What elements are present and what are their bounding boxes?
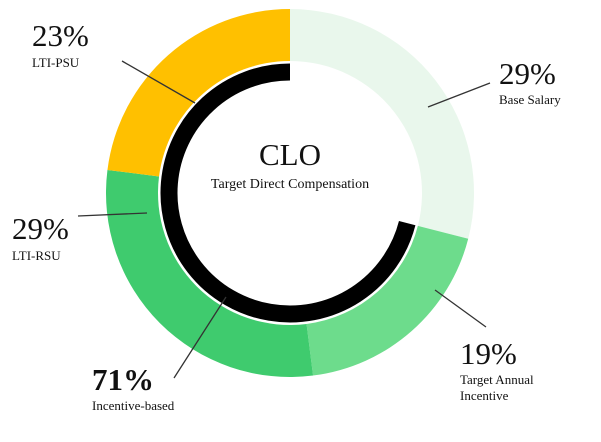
leader-lines xyxy=(77,60,491,379)
target-annual-incentive-leader xyxy=(434,289,487,328)
base-salary-value-label: 29% xyxy=(499,56,556,91)
lti-psu-category-label: LTI-PSU xyxy=(32,55,80,70)
donut-slice-base-salary xyxy=(290,9,474,239)
donut-segments xyxy=(105,9,474,377)
chart-title: CLO xyxy=(259,137,321,172)
incentive-based-value-label: 71% xyxy=(92,362,154,397)
lti-rsu-value-label: 29% xyxy=(12,211,69,246)
chart-subtitle: Target Direct Compensation xyxy=(210,177,370,192)
target-annual-incentive-category-label: Target Annual Incentive xyxy=(460,372,534,403)
target-annual-incentive-value-label: 19% xyxy=(460,336,517,371)
incentive-arc xyxy=(160,63,416,323)
base-salary-category-label: Base Salary xyxy=(499,92,561,107)
donut-slice-target-annual-incentive xyxy=(306,225,469,376)
incentive-based-leader xyxy=(173,296,227,379)
lti-rsu-leader xyxy=(77,212,148,217)
lti-psu-value-label: 23% xyxy=(32,18,89,53)
donut-slice-lti-psu xyxy=(107,9,290,177)
base-salary-leader xyxy=(427,82,491,108)
lti-rsu-category-label: LTI-RSU xyxy=(12,248,61,263)
lti-psu-leader xyxy=(121,60,196,104)
incentive-based-label: Incentive-based xyxy=(92,398,175,413)
donut-slice-lti-rsu xyxy=(105,169,314,377)
